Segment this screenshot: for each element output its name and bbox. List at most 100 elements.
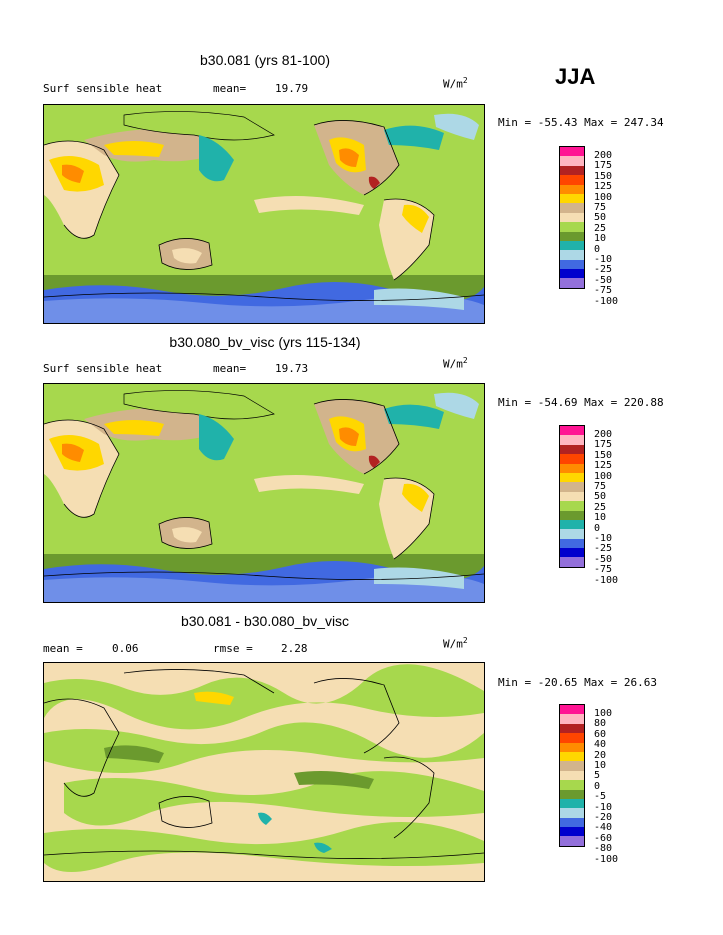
colorbar-tick-label: -100	[594, 295, 619, 307]
colorbar-swatch	[560, 705, 584, 715]
colorbar-tick-label: 25	[594, 222, 607, 234]
rmse-label: rmse =	[213, 642, 253, 655]
mean-value: 19.79	[275, 82, 309, 95]
rmse-value: 2.28	[281, 642, 308, 655]
colorbar-swatch	[560, 147, 584, 157]
colorbar-tick-label: -5	[594, 791, 607, 803]
colorbar-swatch	[560, 193, 584, 204]
colorbar-swatch	[560, 714, 584, 724]
panel-title: b30.081 - b30.080_bv_visc	[180, 613, 350, 629]
colorbar-swatch	[560, 780, 584, 790]
colorbar-tick-label: -10	[594, 801, 613, 813]
map-panel	[43, 104, 485, 324]
colorbar-swatch	[560, 538, 584, 549]
colorbar-swatch	[560, 240, 584, 251]
colorbar-swatch	[560, 435, 584, 445]
positive-anomaly	[194, 691, 234, 705]
colorbar-swatch	[560, 175, 584, 185]
colorbar-tick-label: -50	[594, 553, 613, 565]
colorbar-tick-label: 75	[594, 202, 607, 214]
colorbar-swatch	[560, 203, 584, 213]
colorbar-tick-label: 100	[594, 470, 613, 482]
asia-teal	[199, 135, 234, 182]
mean-label: mean=	[213, 82, 247, 95]
mean-value: 19.73	[275, 362, 309, 375]
colorbar-tick-label: -25	[594, 543, 613, 555]
canada-teal	[384, 125, 444, 150]
colorbar-labels: 200 175 150 125 100 75 50 25 10 0 -10 -25 -50 -75 -100	[594, 429, 618, 586]
colorbar-tick-label: 100	[594, 191, 613, 203]
colorbar-swatch	[560, 808, 584, 818]
colorbar-tick-label: 50	[594, 491, 607, 503]
colorbar-swatch	[560, 789, 584, 799]
colorbar-swatch	[560, 165, 584, 176]
colorbar-swatch	[560, 444, 584, 455]
field-label: Surf sensible heat	[43, 362, 163, 375]
colorbar-swatch	[560, 798, 584, 809]
colorbar-swatch	[560, 212, 584, 223]
colorbar	[559, 146, 585, 289]
colorbar-swatch	[560, 426, 584, 436]
panel-title: b30.080_bv_visc (yrs 115-134)	[169, 334, 361, 350]
colorbar-tick-label: -20	[594, 812, 613, 824]
colorbar-swatch	[560, 463, 584, 473]
colorbar-tick-label: -60	[594, 832, 613, 844]
minmax-label: Min = -54.69 Max = 220.88	[498, 396, 664, 409]
colorbar-swatch	[560, 454, 584, 464]
mean-label: mean=	[213, 362, 247, 375]
colorbar-tick-label: 10	[594, 760, 607, 772]
colorbar-tick-label: 75	[594, 481, 607, 493]
colorbar-tick-label: 200	[594, 429, 613, 440]
difference-map	[44, 664, 484, 872]
colorbar-tick-label: -10	[594, 533, 613, 545]
colorbar-tick-label: 40	[594, 739, 607, 751]
colorbar-swatch	[560, 761, 584, 771]
colorbar-tick-label: -40	[594, 822, 613, 834]
colorbar-tick-label: 125	[594, 460, 613, 472]
colorbar-swatch	[560, 510, 584, 520]
colorbar-tick-label: -75	[594, 285, 613, 297]
colorbar-labels: 100 80 60 40 20 10 5 0 -5 -10 -20 -40 -60 -80 -100	[594, 708, 619, 865]
colorbar-swatch	[560, 472, 584, 483]
colorbar-swatch	[560, 548, 584, 558]
field-label: Surf sensible heat	[43, 82, 163, 95]
colorbar-swatch	[560, 733, 584, 743]
colorbar-tick-label: 25	[594, 501, 607, 513]
sensible-heat-map	[44, 111, 484, 323]
colorbar	[559, 425, 585, 568]
season-label: JJA	[555, 64, 596, 89]
colorbar-tick-label: -75	[594, 564, 613, 576]
units-label: W/m2	[443, 76, 468, 91]
colorbar-tick-label: 150	[594, 170, 613, 182]
colorbar-tick-label: -25	[594, 264, 613, 276]
colorbar-swatch	[560, 184, 584, 194]
colorbar-tick-label: 10	[594, 233, 607, 245]
colorbar-swatch	[560, 250, 584, 260]
colorbar-tick-label: 150	[594, 449, 613, 461]
colorbar-tick-label: 0	[594, 243, 601, 255]
colorbar-tick-label: 80	[594, 718, 607, 730]
minmax-label: Min = -55.43 Max = 247.34	[498, 116, 664, 129]
colorbar-swatch	[560, 491, 584, 502]
colorbar-swatch	[560, 278, 584, 288]
colorbar-tick-label: -100	[594, 853, 619, 865]
colorbar-swatch	[560, 156, 584, 166]
colorbar-tick-label: -80	[594, 843, 613, 855]
colorbar-labels: 200 175 150 125 100 75 50 25 10 0 -10 -25 -50 -75 -100	[594, 150, 619, 307]
colorbar-tick-label: 100	[594, 708, 613, 719]
map-panel	[43, 662, 485, 882]
minmax-label: Min = -20.65 Max = 26.63	[498, 676, 657, 689]
colorbar-swatch	[560, 259, 584, 270]
units-label: W/m2	[443, 356, 468, 371]
colorbar	[559, 704, 585, 847]
colorbar-tick-label: 5	[594, 770, 601, 782]
colorbar-tick-label: -50	[594, 274, 613, 286]
units-label: W/m2	[443, 636, 468, 651]
colorbar-tick-label: 200	[594, 150, 613, 161]
colorbar-swatch	[560, 557, 584, 567]
colorbar-swatch	[560, 751, 584, 762]
colorbar-swatch	[560, 519, 584, 530]
colorbar-tick-label: 50	[594, 212, 607, 224]
colorbar-swatch	[560, 501, 584, 511]
colorbar-swatch	[560, 723, 584, 734]
